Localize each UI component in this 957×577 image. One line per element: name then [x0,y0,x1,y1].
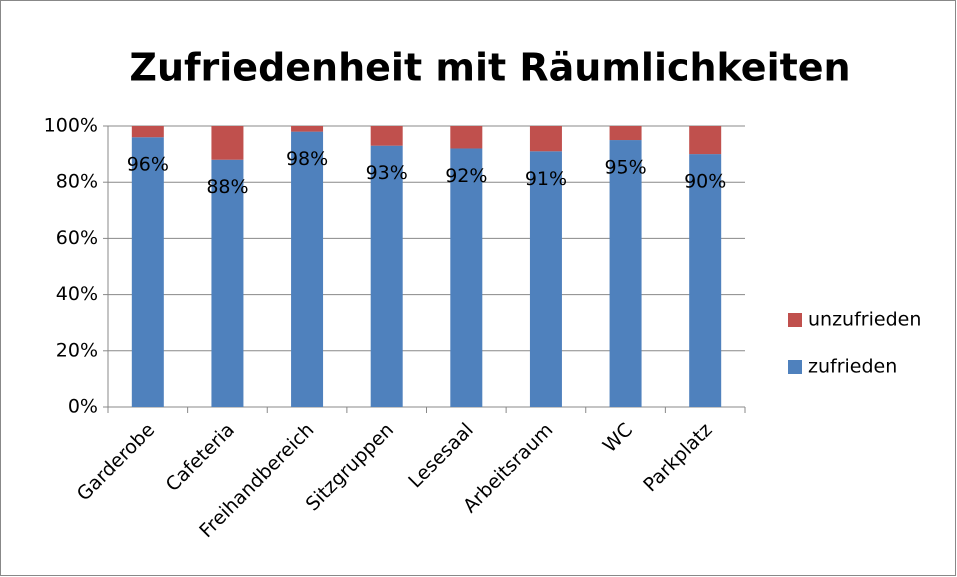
data-label: 93% [366,162,408,184]
data-label: 88% [206,176,248,198]
bar-segment [131,126,164,138]
data-label: 95% [604,157,646,179]
data-label: 92% [445,165,487,187]
y-tick-label: 40% [56,283,98,305]
bar-segment [609,126,642,141]
y-tick-label: 20% [56,339,98,361]
legend-label: zufrieden [808,356,897,378]
bar-segment [211,126,244,160]
y-tick-label: 100% [44,115,98,137]
y-tick-label: 60% [56,227,98,249]
chart-title: Zufriedenheit mit Räumlichkeiten [129,46,850,90]
legend-swatch [788,360,802,374]
bar-segment [291,126,324,132]
y-tick-label: 80% [56,171,98,193]
data-label: 98% [286,148,328,170]
legend-swatch [788,313,802,327]
bar-segment [609,140,642,408]
y-tick-label: 0% [68,396,98,418]
bar-segment [689,154,722,407]
bar-segment [689,126,722,155]
bar-segment [450,126,483,149]
bar-segment [529,151,562,407]
bar-segment [131,137,164,408]
data-label: 90% [684,171,726,193]
bar-segment [211,159,244,407]
bar-segment [291,131,324,407]
data-label: 91% [525,168,567,190]
data-label: 96% [127,154,169,176]
bar-segment [370,126,403,146]
legend-label: unzufrieden [808,309,921,331]
bar-segment [529,126,562,152]
bar-segment [450,148,483,408]
bar-segment [370,145,403,408]
